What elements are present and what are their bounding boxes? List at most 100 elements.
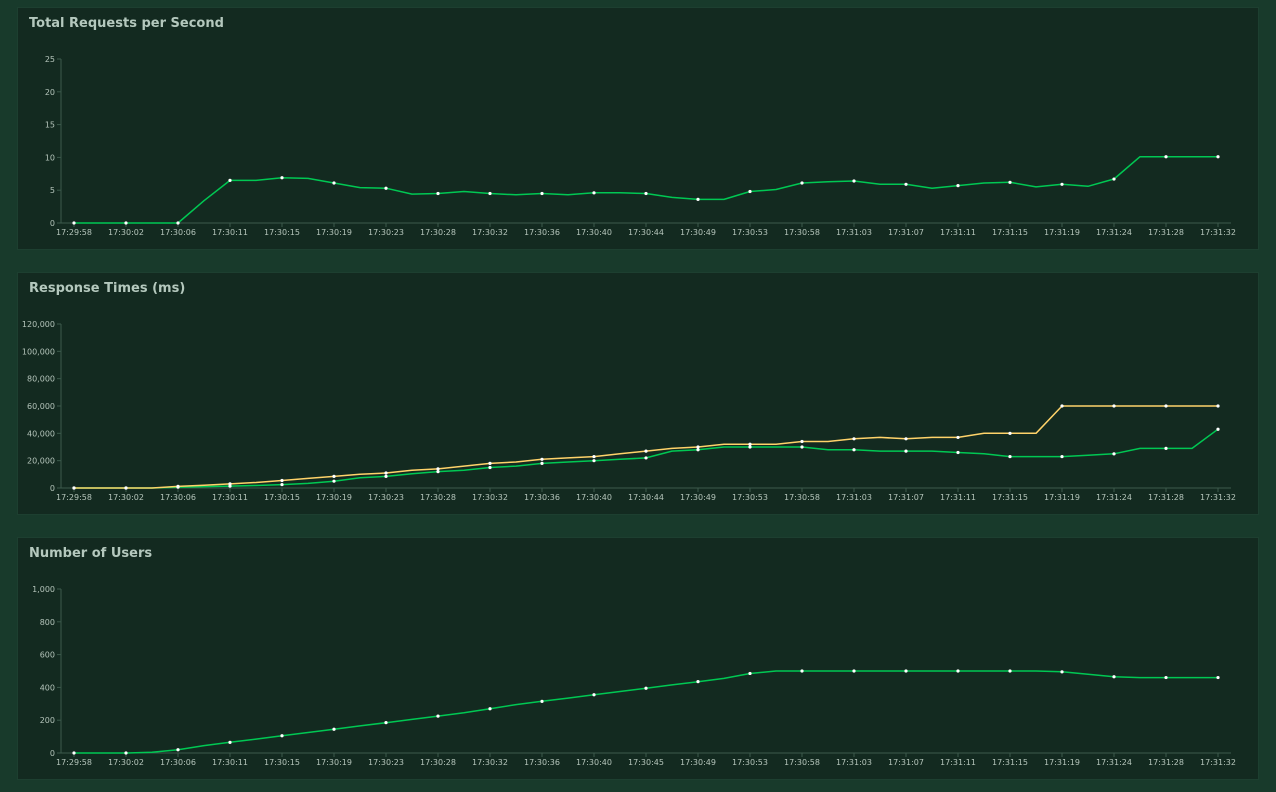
series-point-0 (1060, 182, 1064, 186)
y-tick-label: 120,000 (22, 320, 55, 329)
x-tick-label: 17:30:32 (472, 228, 508, 237)
x-tick-label: 17:30:58 (784, 228, 820, 237)
requests-panel: Total Requests per Second 0 5 10 15 20 25 17:2… (17, 7, 1259, 250)
response-times-chart: 0 20,000 40,000 60,000 80,000 100,000 120,000 1… (22, 320, 1236, 502)
series-point-0 (72, 221, 76, 225)
x-tick-label: 17:31:07 (888, 758, 924, 767)
x-tick-label: 17:30:15 (264, 228, 300, 237)
x-tick-label: 17:30:36 (524, 758, 560, 767)
x-tick-label: 17:31:24 (1096, 493, 1132, 502)
series-line-0 (74, 155, 1218, 224)
x-tick-label: 17:31:28 (1148, 493, 1184, 502)
y-tick-label: 0 (50, 219, 55, 228)
x-tick-label: 17:30:11 (212, 228, 248, 237)
x-tick-label: 17:31:28 (1148, 758, 1184, 767)
response-times-panel: Response Times (ms) 0 20,000 40,000 60,000 8… (17, 272, 1259, 515)
series-point-0 (280, 734, 284, 738)
x-tick-label: 17:30:32 (472, 493, 508, 502)
x-tick-label: 17:31:11 (940, 228, 976, 237)
series-point-1 (644, 449, 648, 453)
series-point-1 (956, 435, 960, 440)
series-point-1 (540, 457, 544, 461)
x-tick-label: 17:31:07 (888, 228, 924, 237)
series-point-0 (644, 686, 648, 690)
series-point-0 (488, 191, 492, 196)
series-point-0 (436, 191, 440, 196)
series-point-0 (540, 699, 544, 703)
y-tick-label: 0 (50, 749, 55, 758)
x-tick-label: 17:30:32 (472, 758, 508, 767)
series-point-1 (488, 461, 492, 465)
x-tick-label: 17:30:53 (732, 493, 768, 502)
series-point-0 (748, 671, 752, 676)
series-point-0 (332, 479, 336, 483)
series-point-0 (176, 748, 180, 752)
x-tick-label: 17:30:40 (576, 228, 612, 237)
series-point-0 (228, 178, 232, 182)
series-point-1 (384, 471, 388, 475)
series-point-0 (956, 450, 960, 455)
x-tick-label: 17:31:03 (836, 228, 872, 237)
x-tick-label: 17:29:58 (56, 493, 92, 502)
y-tick-label: 60,000 (27, 402, 55, 411)
x-tick-label: 17:31:03 (836, 758, 872, 767)
series-point-0 (1008, 180, 1012, 184)
series-point-0 (1008, 454, 1012, 459)
x-tick-label: 17:30:02 (108, 228, 144, 237)
x-tick-label: 17:30:23 (368, 493, 404, 502)
series-point-0 (436, 470, 440, 474)
series-point-0 (852, 669, 856, 673)
x-tick-label: 17:30:28 (420, 228, 456, 237)
series-point-0 (696, 680, 700, 684)
y-tick-label: 25 (45, 55, 55, 64)
series-point-0 (540, 191, 544, 196)
series-point-0 (592, 191, 596, 195)
x-tick-label: 17:31:15 (992, 228, 1028, 237)
x-tick-label: 17:30:36 (524, 228, 560, 237)
y-tick-label: 400 (40, 683, 55, 692)
series-point-0 (904, 182, 908, 186)
series-point-1 (1112, 404, 1116, 408)
y-tick-label: 15 (45, 121, 55, 130)
y-tick-label: 0 (50, 484, 55, 493)
series-point-0 (852, 448, 856, 452)
y-tick-label: 80,000 (27, 375, 55, 384)
series-point-0 (280, 482, 284, 487)
series-line-0 (74, 670, 1218, 754)
series-point-1 (280, 478, 284, 483)
x-tick-label: 17:30:19 (316, 758, 352, 767)
series-point-0 (1216, 155, 1220, 159)
series-point-0 (124, 221, 128, 225)
series-point-1 (176, 484, 180, 488)
x-tick-label: 17:30:53 (732, 228, 768, 237)
y-tick-label: 20 (45, 88, 55, 97)
series-point-0 (644, 191, 648, 196)
series-point-1 (436, 467, 440, 471)
x-tick-label: 17:30:28 (420, 758, 456, 767)
series-point-0 (852, 179, 856, 183)
x-tick-label: 17:31:28 (1148, 228, 1184, 237)
series-point-1 (1060, 404, 1064, 408)
series-point-0 (540, 461, 544, 465)
series-point-0 (1216, 675, 1220, 680)
x-tick-label: 17:30:40 (576, 758, 612, 767)
series-point-1 (852, 437, 856, 441)
series-point-0 (72, 751, 76, 755)
x-tick-label: 17:30:28 (420, 493, 456, 502)
series-point-0 (1164, 155, 1168, 159)
series-point-0 (800, 181, 804, 185)
series-point-1 (332, 474, 336, 478)
y-tick-label: 1,000 (32, 585, 55, 594)
series-point-0 (1060, 454, 1064, 459)
y-tick-label: 100,000 (22, 347, 55, 356)
requests-chart: 0 5 10 15 20 25 17:29:58 17:30:02 17:30:06 17:30:… (45, 55, 1236, 237)
series-point-0 (1112, 177, 1116, 181)
x-tick-label: 17:31:07 (888, 493, 924, 502)
y-tick-label: 5 (50, 186, 55, 195)
x-tick-label: 17:30:06 (160, 228, 196, 237)
series-point-0 (228, 740, 232, 744)
series-point-0 (1008, 669, 1012, 673)
x-tick-label: 17:31:11 (940, 493, 976, 502)
series-point-0 (280, 176, 284, 180)
y-tick-label: 40,000 (27, 429, 55, 438)
